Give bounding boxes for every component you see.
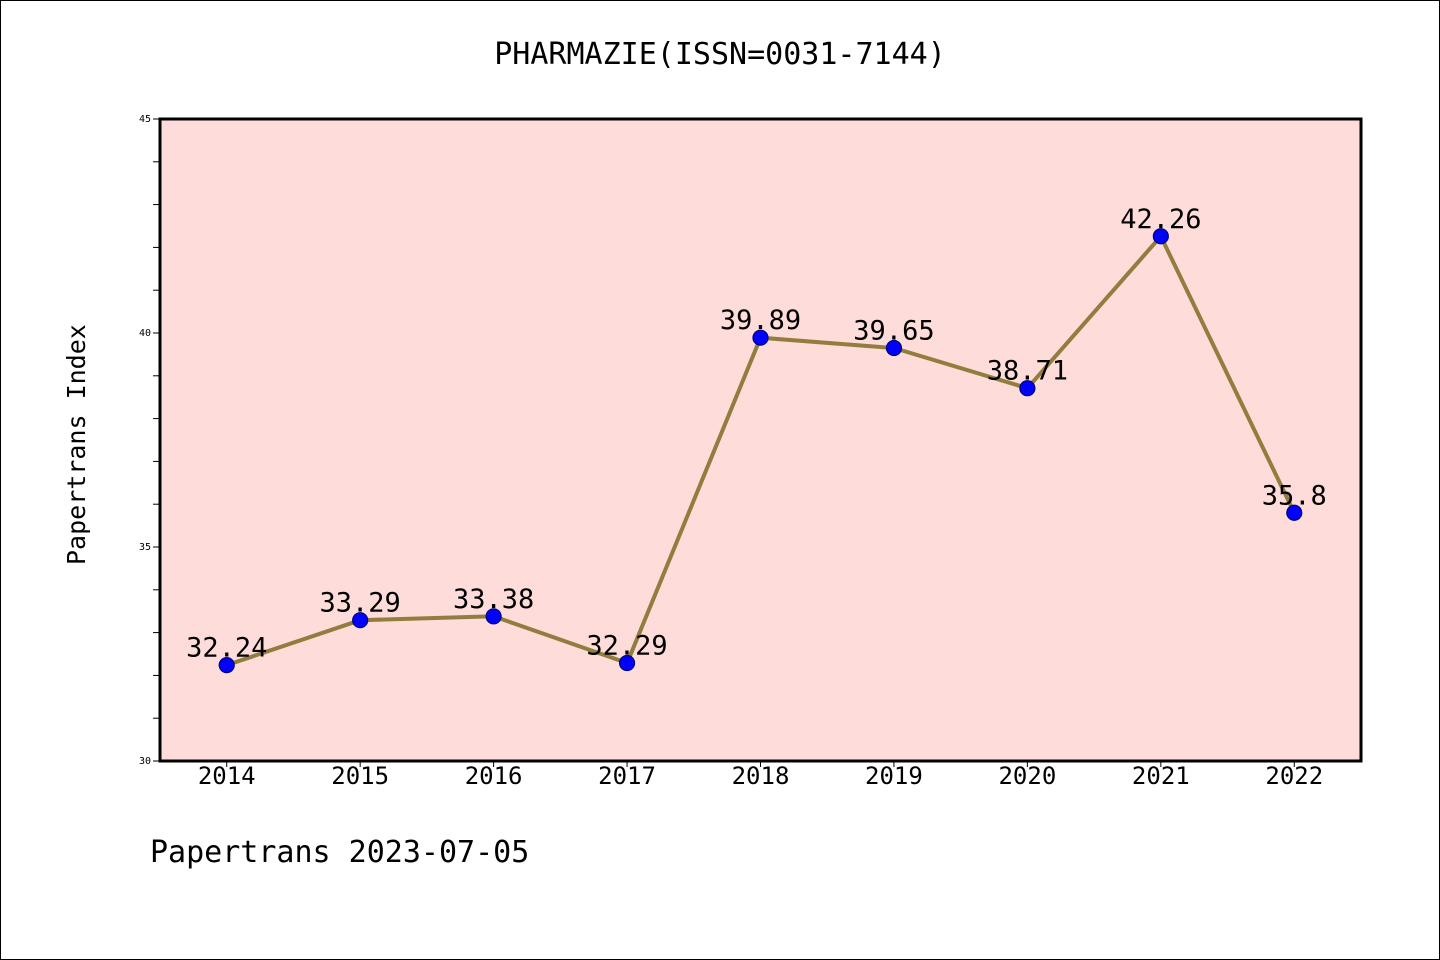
x-tick-label: 2018 [732,762,790,790]
x-tick-label: 2020 [998,762,1056,790]
data-point [1152,228,1169,245]
y-tick-label: 45 [139,114,151,125]
footer-date-stamp: Papertrans 2023-07-05 [150,835,530,870]
plot-background [160,119,1361,761]
x-tick-label: 2016 [465,762,523,790]
data-point [352,612,369,629]
x-tick-label: 2014 [198,762,256,790]
x-tick-label: 2021 [1132,762,1190,790]
x-tick-label: 2019 [865,762,923,790]
chart-title: PHARMAZIE(ISSN=0031-7144) [494,37,946,72]
data-point [752,329,769,346]
data-point [1019,380,1036,397]
data-point [485,608,502,625]
plot-border [158,117,1363,763]
y-tick-label: 40 [139,328,151,339]
x-tick-label: 2017 [598,762,656,790]
y-tick-label: 30 [139,756,151,767]
x-tick-label: 2015 [331,762,389,790]
data-point [218,657,235,674]
y-tick-label: 35 [139,542,151,553]
data-point [618,654,636,672]
x-tick-label: 2022 [1265,762,1323,790]
data-point [885,339,903,357]
data-point [1286,504,1303,521]
